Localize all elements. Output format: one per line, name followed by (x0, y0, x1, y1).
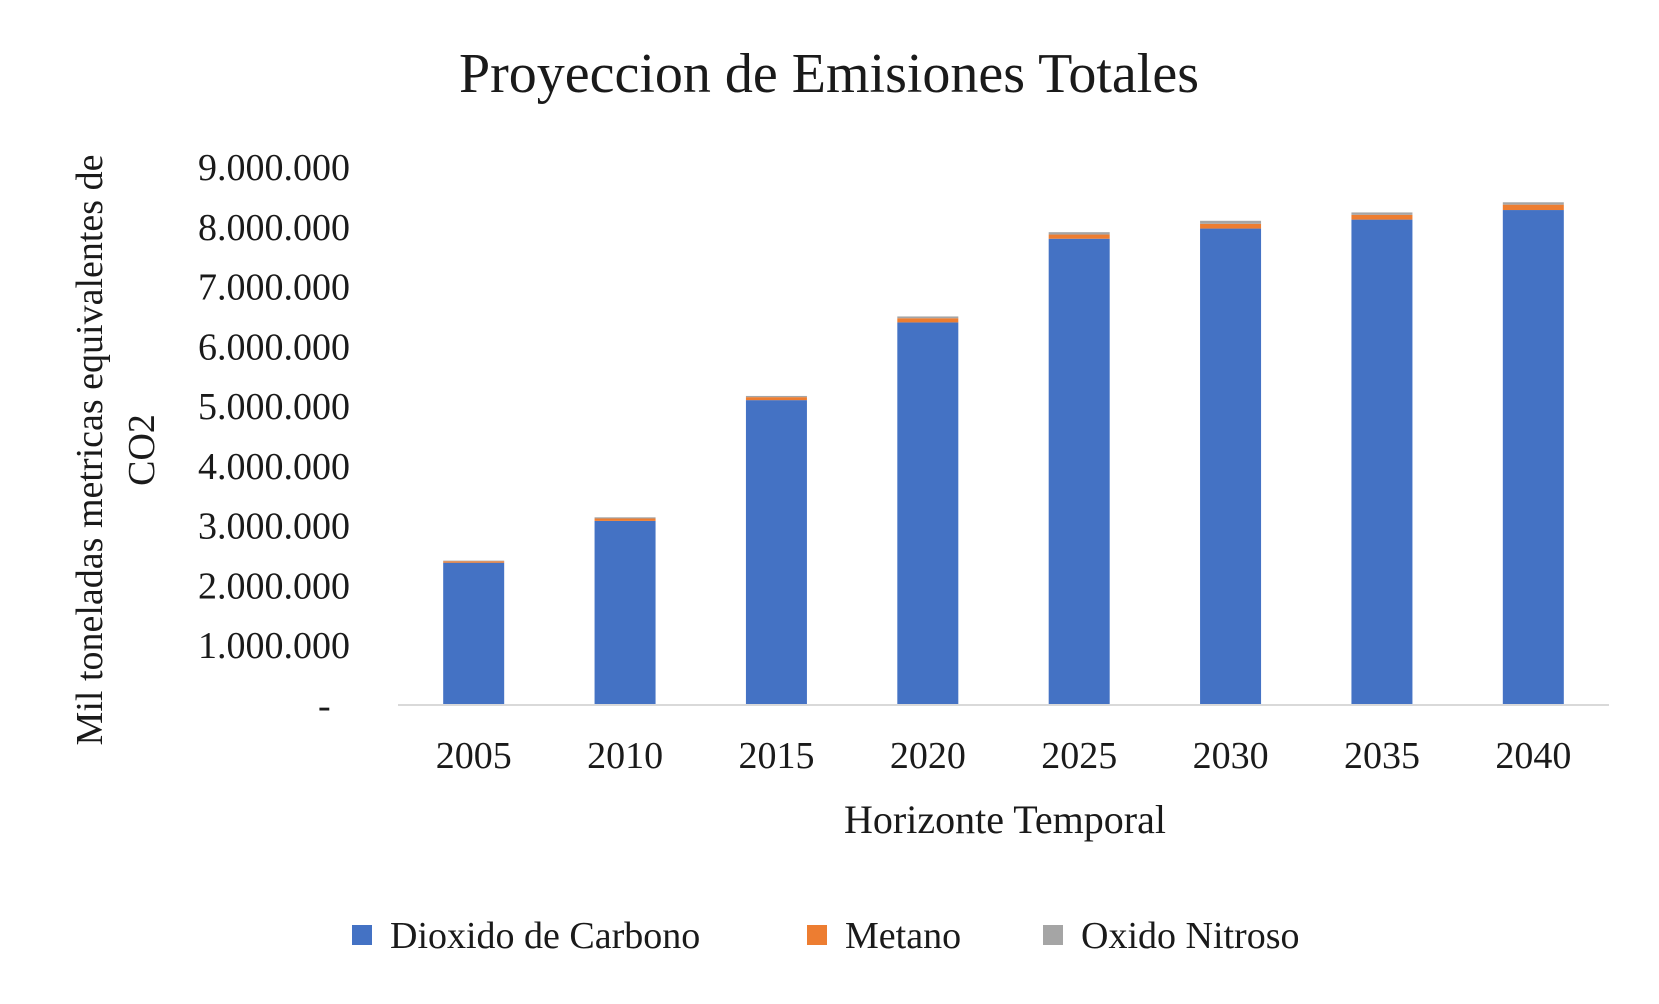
legend-label: Metano (845, 915, 961, 957)
x-tick-label: 2005 (436, 735, 512, 777)
bar-oxido-nitroso-2040 (1502, 202, 1564, 205)
bar-oxido-nitroso-2020 (897, 316, 959, 319)
x-axis-label: Horizonte Temporal (844, 797, 1166, 842)
y-tick-label: 4.000.000 (198, 446, 350, 488)
y-tick-label: 6.000.000 (198, 326, 350, 368)
y-tick-label: 1.000.000 (198, 625, 350, 667)
bars-group (443, 202, 1564, 706)
bar-oxido-nitroso-2025 (1048, 232, 1110, 235)
x-tick-label: 2025 (1041, 735, 1117, 777)
y-axis-label: Mil toneladas metricas equivalentes de C… (69, 155, 163, 746)
bar-dioxido-de-carbono-2005 (443, 562, 505, 705)
y-tick-label: - (318, 685, 331, 727)
y-tick-label: 7.000.000 (198, 267, 350, 309)
bar-metano-2005 (443, 561, 505, 563)
y-tick-label: 8.000.000 (198, 207, 350, 249)
chart-title: Proyeccion de Emisiones Totales (459, 43, 1199, 105)
bar-oxido-nitroso-2035 (1351, 212, 1413, 215)
bar-metano-2035 (1351, 214, 1413, 220)
y-tick-label: 2.000.000 (198, 565, 350, 607)
x-tick-label: 2020 (890, 735, 966, 777)
x-tick-label: 2030 (1193, 735, 1269, 777)
bar-dioxido-de-carbono-2030 (1200, 228, 1262, 705)
bar-oxido-nitroso-2030 (1200, 220, 1262, 224)
legend-label: Dioxido de Carbono (390, 915, 700, 957)
legend-label: Oxido Nitroso (1081, 915, 1300, 957)
bar-oxido-nitroso-2010 (594, 517, 656, 519)
bar-metano-2010 (594, 518, 656, 521)
bar-oxido-nitroso-2015 (745, 395, 807, 398)
y-tick-label: 9.000.000 (198, 147, 350, 189)
bar-dioxido-de-carbono-2020 (897, 322, 959, 705)
x-tick-label: 2010 (587, 735, 663, 777)
x-tick-label: 2040 (1495, 735, 1571, 777)
bar-metano-2020 (897, 318, 959, 323)
y-axis-label-line-2: CO2 (121, 414, 163, 486)
y-axis-label-line-1: Mil toneladas metricas equivalentes de (69, 155, 111, 746)
bar-dioxido-de-carbono-2010 (594, 520, 656, 705)
bar-oxido-nitroso-2005 (443, 560, 505, 562)
y-tick-label: 5.000.000 (198, 386, 350, 428)
bar-metano-2015 (745, 397, 807, 401)
bar-metano-2040 (1502, 204, 1564, 211)
bar-dioxido-de-carbono-2035 (1351, 219, 1413, 706)
bar-dioxido-de-carbono-2015 (745, 400, 807, 705)
x-axis-ticks: 2005 2010 2015 2020 2025 2030 2035 2040 (436, 735, 1572, 777)
bar-dioxido-de-carbono-2040 (1502, 210, 1564, 706)
y-tick-label: 3.000.000 (198, 506, 350, 548)
x-tick-label: 2015 (738, 735, 814, 777)
legend-swatch-oxido-nitroso (1043, 925, 1063, 945)
legend: Dioxido de Carbono Metano Oxido Nitroso (352, 915, 1300, 957)
bar-metano-2030 (1200, 223, 1262, 229)
x-tick-label: 2035 (1344, 735, 1420, 777)
y-axis-ticks: - 1.000.000 2.000.000 3.000.000 4.000.000 5.0… (198, 147, 350, 727)
legend-swatch-metano (807, 925, 827, 945)
legend-swatch-dioxido-de-carbono (352, 925, 372, 945)
bar-dioxido-de-carbono-2025 (1048, 238, 1110, 705)
bar-metano-2025 (1048, 234, 1110, 239)
